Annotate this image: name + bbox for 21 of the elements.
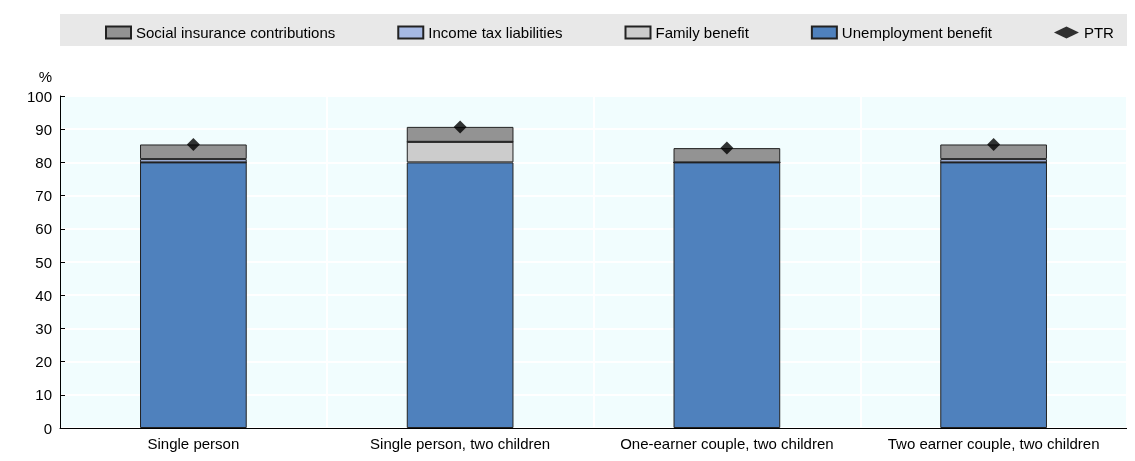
x-tick-label: One-earner couple, two children <box>620 435 834 452</box>
legend-label: Income tax liabilities <box>428 24 563 41</box>
y-tick-label: 60 <box>35 220 52 238</box>
legend-label: Family benefit <box>655 24 750 41</box>
y-tick-label: 10 <box>35 386 52 404</box>
y-axis-title: % <box>38 68 52 85</box>
y-tick-label: 100 <box>26 87 52 105</box>
y-tick-label: 0 <box>43 419 52 437</box>
y-tick-label: 80 <box>35 153 52 171</box>
x-tick-label: Single person, two children <box>370 435 551 452</box>
y-tick-label: 20 <box>35 353 52 371</box>
legend-label: Social insurance contributions <box>136 24 336 41</box>
y-tick-label: 50 <box>35 253 52 271</box>
y-tick-label: 90 <box>35 120 52 138</box>
y-tick-label: 30 <box>35 319 52 337</box>
y-tick-label: 70 <box>35 187 52 205</box>
legend-label: Unemployment benefit <box>841 24 993 41</box>
legend-label: PTR <box>1083 24 1115 41</box>
x-tick-label: Single person <box>147 435 240 452</box>
y-tick-label: 40 <box>35 286 52 304</box>
x-tick-label: Two earner couple, two children <box>887 435 1100 452</box>
